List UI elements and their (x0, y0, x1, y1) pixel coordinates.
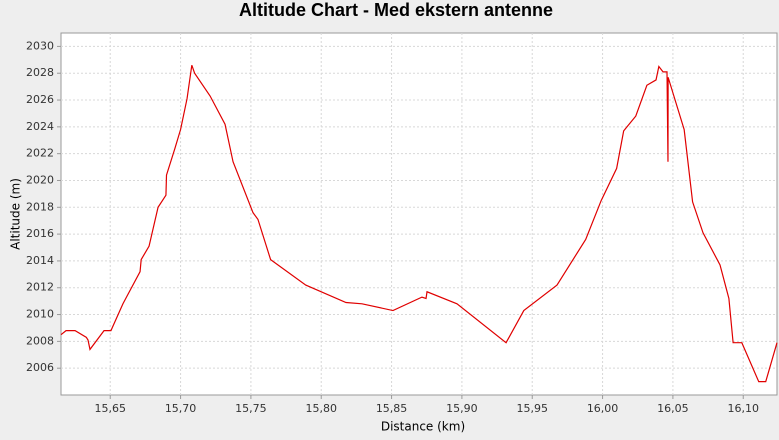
y-tick-label: 2008 (26, 334, 54, 347)
y-tick-label: 2016 (26, 227, 54, 240)
x-tick-label: 15,65 (94, 402, 126, 415)
x-tick-label: 15,75 (235, 402, 267, 415)
x-tick-label: 15,80 (305, 402, 337, 415)
y-axis-label: Altitude (m) (9, 178, 23, 250)
y-tick-label: 2030 (26, 39, 54, 52)
x-tick-label: 15,90 (446, 402, 478, 415)
y-tick-label: 2012 (26, 281, 54, 294)
x-tick-label: 15,85 (376, 402, 408, 415)
y-tick-label: 2010 (26, 308, 54, 321)
y-tick-label: 2018 (26, 200, 54, 213)
y-tick-label: 2014 (26, 254, 54, 267)
y-tick-label: 2022 (26, 147, 54, 160)
data-line (60, 64, 778, 383)
chart-title: Altitude Chart - Med ekstern antenne (239, 0, 553, 20)
plot-area (60, 32, 778, 396)
x-tick-label: 16,00 (587, 402, 619, 415)
x-tick-label: 16,05 (657, 402, 689, 415)
y-tick-label: 2024 (26, 120, 54, 133)
x-axis-label: Distance (km) (381, 420, 465, 434)
x-tick-label: 16,10 (727, 402, 759, 415)
y-tick-label: 2006 (26, 361, 54, 374)
y-tick-label: 2020 (26, 173, 54, 186)
x-tick-label: 15,70 (165, 402, 197, 415)
y-tick-label: 2028 (26, 66, 54, 79)
x-tick-label: 15,95 (516, 402, 548, 415)
y-tick-label: 2026 (26, 93, 54, 106)
